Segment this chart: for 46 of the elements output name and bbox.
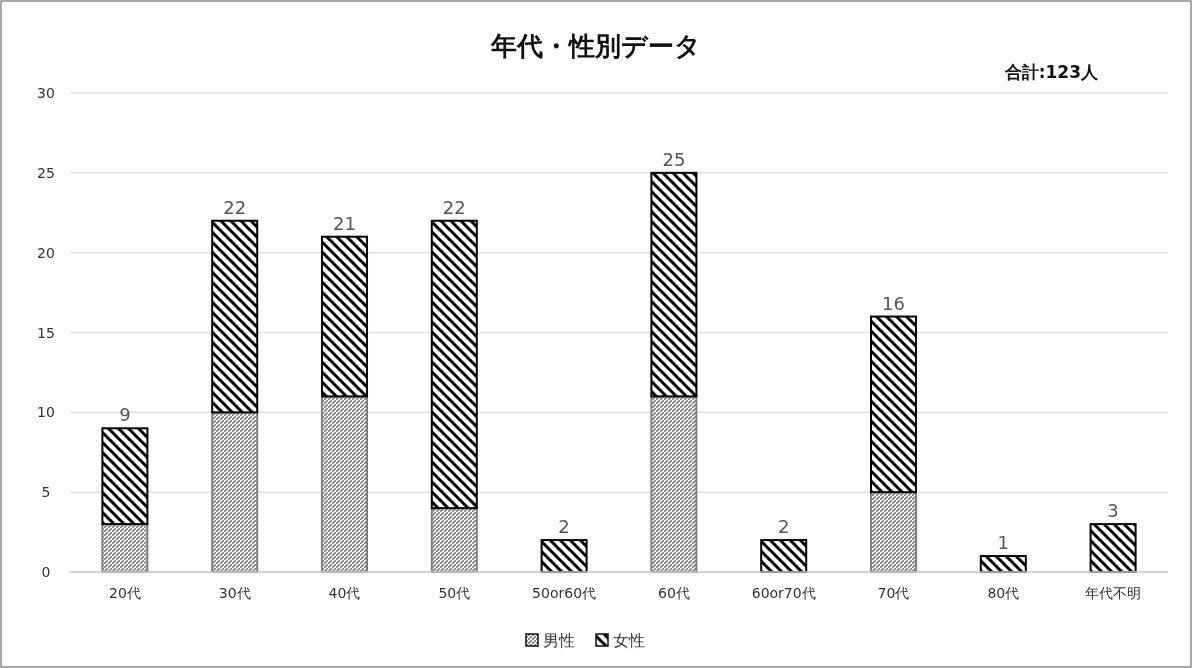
bar: [101, 427, 149, 526]
total-label: 3: [1107, 500, 1119, 522]
y-tick-label: 15: [37, 324, 55, 341]
bar: [211, 219, 259, 414]
bar: [760, 539, 808, 573]
legend-label: 女性: [613, 631, 645, 650]
x-tick-label: 60代: [657, 585, 690, 601]
bar: [540, 539, 588, 573]
total-label: 21: [333, 212, 356, 234]
chart-title: 年代・性別データ: [490, 31, 701, 61]
bar: [320, 235, 369, 398]
bar: [430, 507, 478, 573]
y-tick-label: 5: [41, 484, 51, 501]
x-tick-label: 40代: [328, 585, 361, 601]
x-tick-label: 70代: [877, 585, 910, 601]
x-tick-label: 20代: [108, 585, 141, 601]
legend-label: 男性: [543, 631, 575, 650]
bar: [320, 395, 369, 573]
y-tick-label: 20: [37, 244, 55, 261]
x-tick-label: 50or60代: [532, 585, 597, 601]
bar: [1089, 523, 1137, 573]
bar: [650, 395, 698, 573]
total-label: 22: [223, 196, 247, 218]
y-tick-label: 30: [37, 85, 55, 101]
total-label: 22: [442, 196, 466, 218]
y-tick-label: 25: [37, 164, 55, 181]
total-label: 25: [662, 148, 686, 170]
total-label: 2: [777, 516, 790, 538]
x-tick-label: 60or70代: [751, 585, 816, 601]
x-tick-label: 30代: [218, 585, 251, 601]
x-tick-label: 年代不明: [1085, 585, 1142, 601]
bar: [869, 315, 918, 494]
total-label: 16: [882, 292, 905, 314]
total-label: 1: [997, 532, 1010, 554]
x-tick-label: 50代: [438, 585, 471, 601]
bar: [430, 219, 478, 510]
text: 合計:123人: [1003, 62, 1099, 82]
x-tick-label: 80代: [987, 585, 1020, 601]
bar: [211, 411, 259, 573]
y-tick-label: 0: [41, 564, 51, 580]
bar: [101, 523, 149, 573]
total-label: 2: [558, 516, 570, 538]
y-tick-label: 10: [37, 404, 55, 421]
bar: [650, 171, 698, 398]
total-label: 9: [119, 404, 131, 426]
bar: [869, 491, 918, 573]
